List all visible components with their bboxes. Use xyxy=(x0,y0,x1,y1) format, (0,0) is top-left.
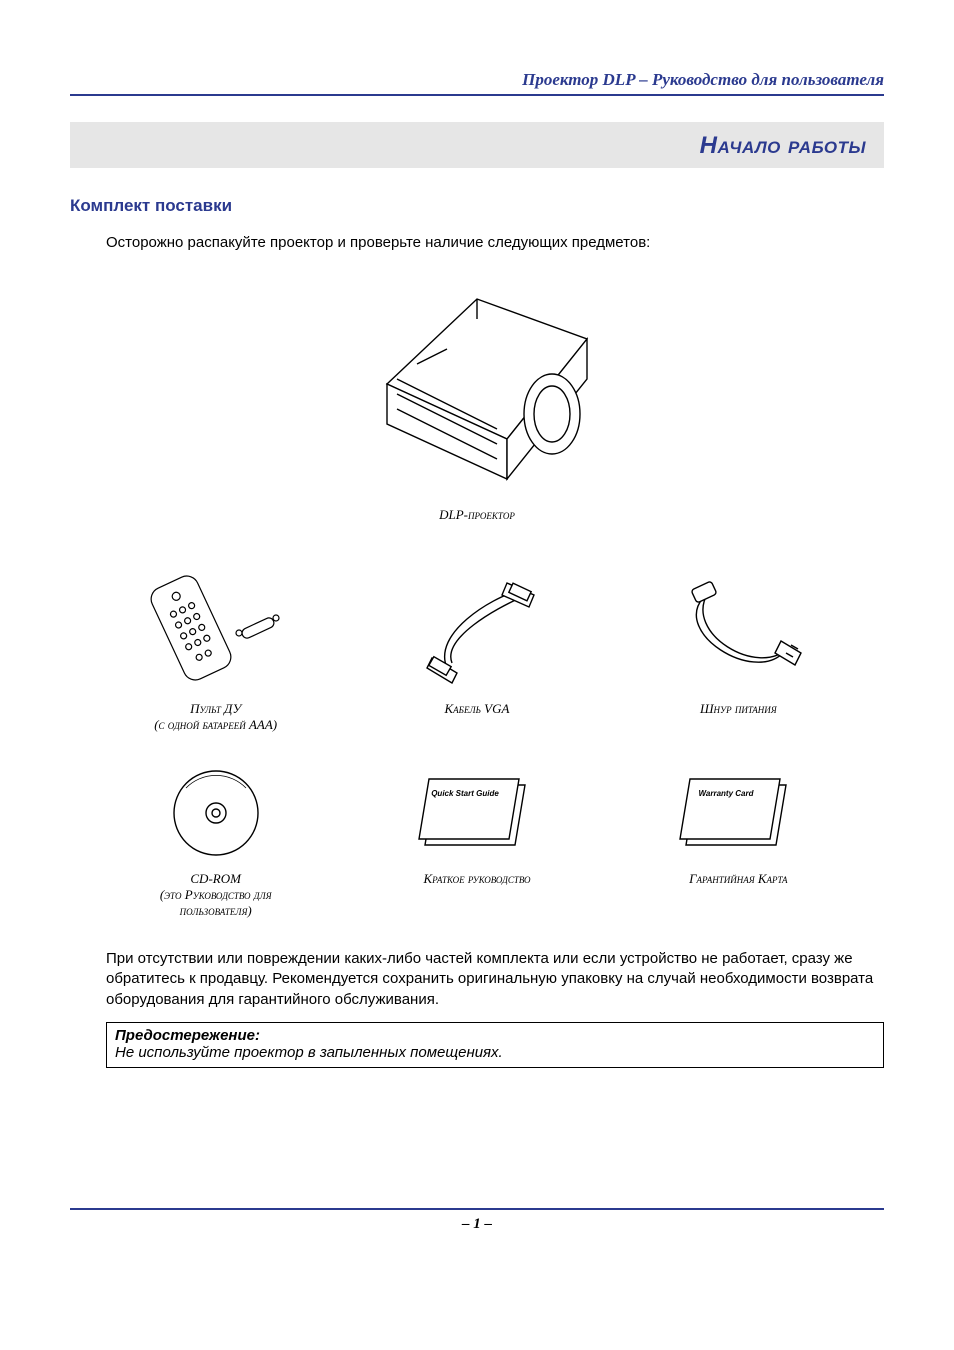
booklet-icon: Warranty Card xyxy=(668,763,808,863)
caution-box: Предостережение: Не используйте проектор… xyxy=(106,1022,884,1068)
item-cdrom: CD-ROM (это Руководство для пользователя… xyxy=(90,763,341,919)
caution-title: Предостережение: xyxy=(115,1027,875,1044)
section-heading: Комплект поставки xyxy=(70,196,884,216)
remote-caption-1: Пульт ДУ xyxy=(90,701,341,717)
intro-paragraph: Осторожно распакуйте проектор и проверьт… xyxy=(106,234,884,251)
cdrom-icon xyxy=(161,763,271,863)
power-cord-icon xyxy=(663,563,813,693)
doc-footer: – 1 – xyxy=(70,1208,884,1233)
booklet-icon: Quick Start Guide xyxy=(407,763,547,863)
main-figure-caption: DLP-проектор xyxy=(70,507,884,523)
vga-caption-1: Кабель VGA xyxy=(351,701,602,717)
intro-text: Осторожно распакуйте проектор и проверьт… xyxy=(106,234,650,251)
item-remote: Пульт ДУ (с одной батареей AAA) xyxy=(90,563,341,733)
main-figure: DLP-проектор xyxy=(70,269,884,523)
power-caption-1: Шнур питания xyxy=(613,701,864,717)
item-power: Шнур питания xyxy=(613,563,864,733)
projector-icon xyxy=(327,269,627,499)
body-paragraph-text: При отсутствии или повреждении каких-либ… xyxy=(106,950,873,1008)
cdrom-caption-2: (это Руководство для xyxy=(90,887,341,903)
cdrom-caption-1: CD-ROM xyxy=(90,871,341,887)
quick-caption-1: Краткое руководство xyxy=(351,871,602,887)
chapter-banner: Начало работы xyxy=(70,122,884,168)
item-warranty: Warranty Card Гарантийная Карта xyxy=(613,763,864,919)
chapter-title: Начало работы xyxy=(700,132,866,159)
warranty-caption-1: Гарантийная Карта xyxy=(613,871,864,887)
cdrom-caption-3: пользователя) xyxy=(90,903,341,919)
warranty-booklet-label: Warranty Card xyxy=(699,789,755,798)
item-quickstart: Quick Start Guide Краткое руководство xyxy=(351,763,602,919)
vga-cable-icon xyxy=(402,563,552,693)
body-paragraph: При отсутствии или повреждении каких-либ… xyxy=(106,949,884,1010)
caution-text: Не используйте проектор в запыленных пом… xyxy=(115,1044,875,1061)
remote-icon xyxy=(141,563,291,693)
quick-booklet-label: Quick Start Guide xyxy=(431,789,499,798)
doc-header-title: Проектор DLP – Руководство для пользоват… xyxy=(522,70,884,89)
items-grid: Пульт ДУ (с одной батареей AAA) Кабель V… xyxy=(90,563,864,919)
item-vga: Кабель VGA xyxy=(351,563,602,733)
page-number: – 1 – xyxy=(462,1216,492,1232)
section-heading-text: Комплект поставки xyxy=(70,196,232,215)
doc-header: Проектор DLP – Руководство для пользоват… xyxy=(70,70,884,96)
remote-caption-2: (с одной батареей AAA) xyxy=(90,717,341,733)
